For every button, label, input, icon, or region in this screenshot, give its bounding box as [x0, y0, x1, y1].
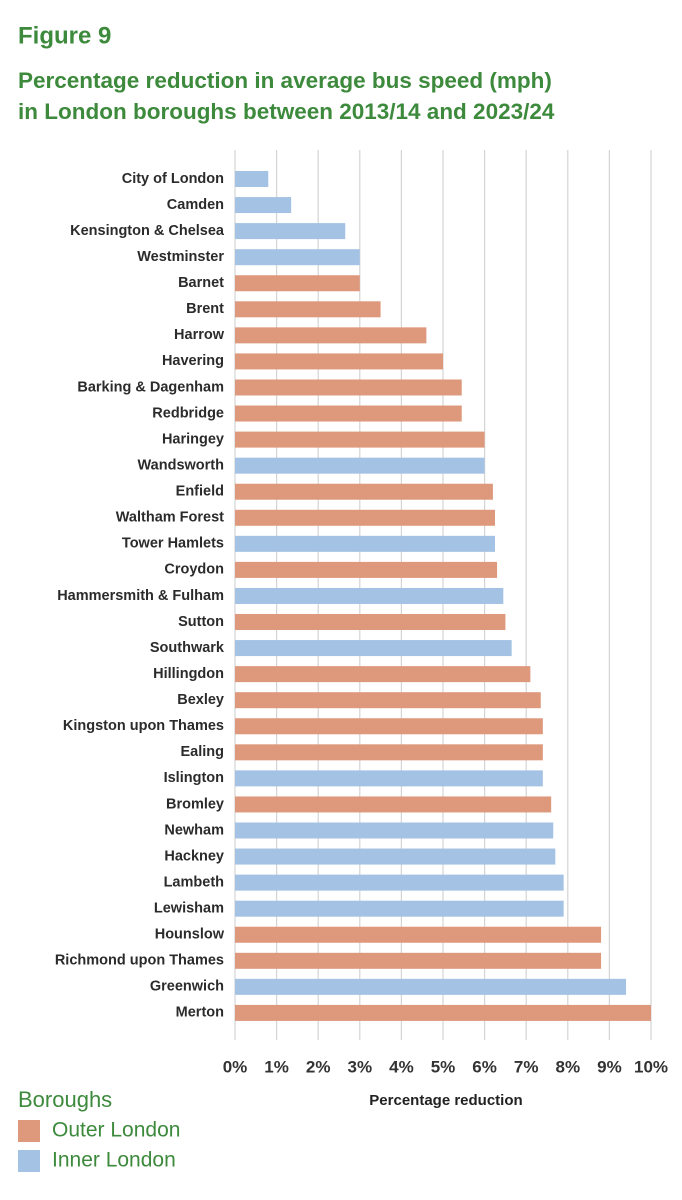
- bar: [235, 874, 564, 891]
- x-tick-label: 7%: [514, 1057, 539, 1076]
- bar: [235, 379, 462, 396]
- y-tick-label: Lambeth: [164, 874, 224, 890]
- bar: [235, 509, 495, 526]
- legend-swatch: [18, 1120, 40, 1142]
- y-tick-label: Tower Hamlets: [122, 536, 224, 552]
- y-tick-label: Lewisham: [154, 901, 224, 917]
- chart-title: in London boroughs between 2013/14 and 2…: [18, 99, 555, 124]
- bar: [235, 692, 541, 709]
- bar: [235, 431, 485, 448]
- y-tick-label: Kensington & Chelsea: [70, 223, 225, 239]
- y-tick-label: Hounslow: [155, 927, 225, 943]
- y-tick-label: Richmond upon Thames: [55, 953, 224, 969]
- y-tick-label: Bexley: [177, 692, 224, 708]
- y-tick-label: Haringey: [162, 431, 224, 447]
- bar: [235, 405, 462, 422]
- legend-label: Inner London: [52, 1149, 176, 1172]
- y-tick-label: Brent: [186, 301, 224, 317]
- x-axis-label: Percentage reduction: [369, 1092, 522, 1109]
- y-tick-label: Hammersmith & Fulham: [57, 588, 224, 604]
- y-tick-label: Havering: [162, 353, 224, 369]
- bar: [235, 796, 552, 813]
- bar: [235, 614, 506, 631]
- bar: [235, 848, 556, 865]
- bar: [235, 327, 427, 344]
- x-tick-label: 2%: [306, 1057, 331, 1076]
- bar: [235, 926, 602, 943]
- y-tick-label: Newham: [164, 822, 224, 838]
- x-tick-label: 0%: [223, 1057, 248, 1076]
- y-tick-label: Hackney: [164, 848, 224, 864]
- bar: [235, 171, 269, 187]
- x-tick-label: 3%: [348, 1057, 373, 1076]
- x-tick-label: 10%: [634, 1057, 668, 1076]
- y-tick-label: Barking & Dagenham: [77, 379, 224, 395]
- bar: [235, 640, 512, 657]
- bar: [235, 301, 381, 318]
- bar: [235, 223, 346, 240]
- y-tick-label: Enfield: [176, 484, 224, 500]
- bar: [235, 718, 543, 735]
- y-tick-label: Barnet: [178, 275, 224, 291]
- x-tick-label: 4%: [389, 1057, 414, 1076]
- y-tick-label: Redbridge: [152, 405, 224, 421]
- x-tick-label: 5%: [431, 1057, 456, 1076]
- bar: [235, 249, 360, 266]
- y-tick-label: Merton: [176, 1005, 224, 1021]
- bar: [235, 1004, 651, 1021]
- bar: [235, 587, 504, 604]
- bar: [235, 666, 531, 683]
- y-tick-label: Waltham Forest: [116, 510, 224, 526]
- x-tick-label: 1%: [264, 1057, 289, 1076]
- bar: [235, 822, 554, 839]
- bar: [235, 978, 627, 995]
- legend-title: Boroughs: [18, 1087, 112, 1112]
- bar: [235, 197, 292, 214]
- legend-label: Outer London: [52, 1119, 180, 1142]
- y-tick-label: Southwark: [150, 640, 225, 656]
- x-tick-label: 8%: [556, 1057, 581, 1076]
- bar: [235, 744, 543, 761]
- y-tick-label: City of London: [122, 171, 224, 187]
- figure-label: Figure 9: [18, 22, 111, 49]
- x-tick-label: 6%: [472, 1057, 497, 1076]
- y-tick-label: Islington: [164, 770, 224, 786]
- y-tick-label: Camden: [167, 197, 224, 213]
- bar: [235, 770, 543, 787]
- y-tick-label: Harrow: [174, 327, 225, 343]
- x-tick-label: 9%: [597, 1057, 622, 1076]
- y-tick-label: Westminster: [137, 249, 224, 265]
- bar: [235, 561, 498, 578]
- legend-swatch: [18, 1150, 40, 1172]
- y-tick-label: Wandsworth: [138, 457, 224, 473]
- y-tick-label: Croydon: [164, 562, 224, 578]
- bar: [235, 900, 564, 917]
- bar: [235, 952, 602, 969]
- y-tick-label: Greenwich: [150, 979, 224, 995]
- bar: [235, 483, 493, 500]
- y-tick-label: Hillingdon: [153, 666, 224, 682]
- bar: [235, 353, 443, 370]
- y-tick-label: Bromley: [166, 796, 224, 812]
- y-tick-label: Sutton: [178, 614, 224, 630]
- y-tick-label: Kingston upon Thames: [63, 718, 224, 734]
- bar: [235, 457, 485, 474]
- y-tick-label: Ealing: [180, 744, 224, 760]
- chart-title: Percentage reduction in average bus spee…: [18, 68, 552, 93]
- bar: [235, 535, 495, 552]
- bar: [235, 275, 360, 292]
